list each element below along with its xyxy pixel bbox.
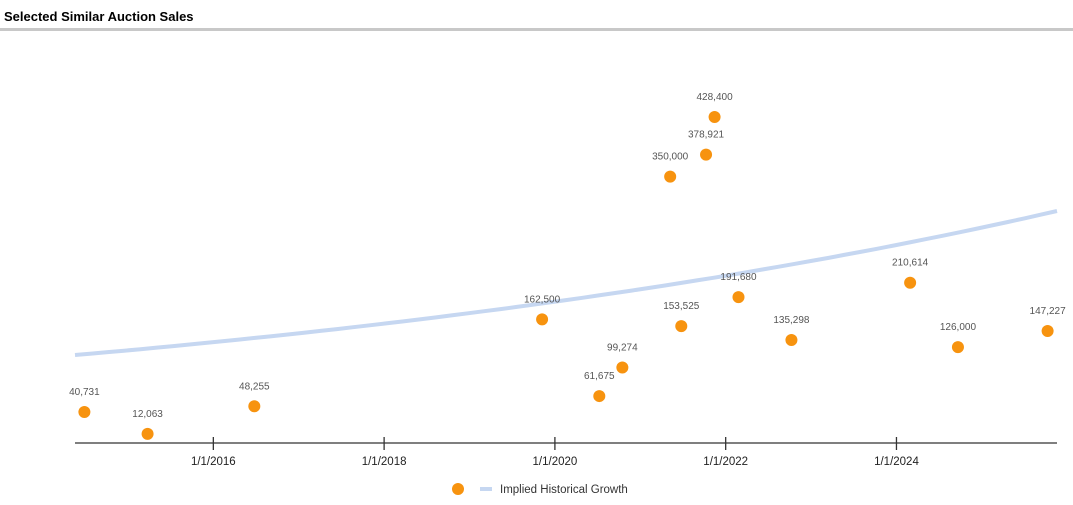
data-point (141, 427, 154, 440)
data-label: 162,500 (524, 294, 561, 305)
data-label: 48,255 (239, 381, 270, 392)
data-point (1041, 324, 1054, 337)
x-tick-label: 1/1/2020 (533, 456, 578, 468)
trend-line (74, 209, 1058, 357)
data-point (536, 313, 549, 326)
x-tick-label: 1/1/2016 (191, 456, 236, 468)
data-label: 153,525 (663, 301, 700, 312)
data-point (675, 320, 688, 333)
data-point (78, 406, 91, 419)
data-label: 210,614 (892, 258, 929, 269)
data-point (248, 400, 261, 413)
data-label: 135,298 (773, 315, 810, 326)
x-tick-label: 1/1/2022 (703, 456, 748, 468)
data-label: 350,000 (652, 152, 689, 163)
data-label: 99,274 (607, 342, 638, 353)
data-label: 126,000 (940, 322, 977, 333)
data-point (951, 341, 964, 354)
data-point (593, 390, 606, 403)
data-label: 40,731 (69, 387, 100, 398)
data-point (732, 291, 745, 304)
data-point (904, 276, 917, 289)
data-label: 12,063 (132, 409, 163, 420)
data-label: 61,675 (584, 371, 615, 382)
data-point (785, 334, 798, 347)
x-tick-label: 1/1/2024 (874, 456, 919, 468)
title-divider (0, 28, 1073, 31)
data-point (700, 148, 713, 161)
x-tick-label: 1/1/2018 (362, 456, 407, 468)
data-point (616, 361, 629, 374)
data-point (708, 110, 721, 123)
data-label: 147,227 (1030, 306, 1067, 317)
chart-title: Selected Similar Auction Sales (4, 9, 194, 24)
data-label: 428,400 (697, 92, 734, 103)
legend-trend-label: Implied Historical Growth (500, 484, 628, 496)
data-label: 378,921 (688, 130, 725, 141)
legend-point-marker (452, 483, 464, 495)
data-label: 191,680 (720, 272, 757, 283)
data-point (664, 170, 677, 183)
